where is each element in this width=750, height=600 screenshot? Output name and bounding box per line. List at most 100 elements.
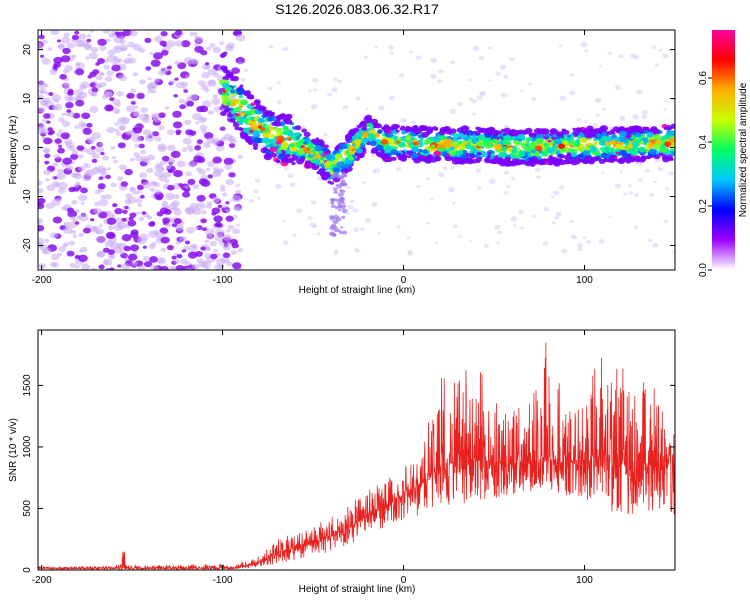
heatmap-blob bbox=[380, 139, 389, 145]
heatmap-blob bbox=[99, 72, 104, 76]
heatmap-blob bbox=[78, 165, 86, 172]
heatmap-blob bbox=[155, 194, 163, 201]
heatmap-blob bbox=[572, 127, 577, 131]
heatmap-blob bbox=[235, 189, 242, 195]
heatmap-blob bbox=[40, 54, 45, 58]
heatmap-blob bbox=[572, 129, 580, 136]
heatmap-blob bbox=[119, 39, 126, 45]
heatmap-blob bbox=[106, 70, 114, 76]
heatmap-blob bbox=[591, 148, 598, 153]
heatmap-blob bbox=[474, 154, 480, 158]
heatmap-blob bbox=[666, 130, 674, 136]
heatmap-blob bbox=[658, 48, 663, 52]
heatmap-blob bbox=[232, 31, 238, 36]
heatmap-blob bbox=[363, 55, 369, 60]
heatmap-blob bbox=[361, 131, 370, 138]
heatmap-blob bbox=[228, 143, 236, 148]
heatmap-blob bbox=[389, 51, 394, 55]
heatmap-blob bbox=[290, 146, 298, 152]
colorbar-tick-label: 0.6 bbox=[698, 71, 709, 85]
heatmap-blob bbox=[66, 250, 75, 257]
heatmap-blob bbox=[512, 145, 518, 150]
heatmap-blob bbox=[305, 165, 311, 169]
heatmap-blob bbox=[576, 135, 582, 139]
heatmap-blob bbox=[558, 185, 565, 190]
heatmap-blob bbox=[468, 240, 472, 243]
heatmap-blob bbox=[484, 133, 491, 138]
heatmap-blob bbox=[319, 163, 325, 168]
heatmap-blob bbox=[413, 130, 418, 134]
heatmap-blob bbox=[75, 265, 80, 269]
heatmap-blob bbox=[371, 202, 378, 207]
heatmap-blob bbox=[473, 131, 478, 135]
heatmap-blob bbox=[353, 138, 362, 145]
heatmap-blob bbox=[397, 141, 406, 148]
heatmap-blob bbox=[160, 49, 169, 56]
heatmap-blob bbox=[437, 147, 443, 152]
snr-y-label: SNR (10 * v/v) bbox=[8, 418, 19, 482]
heatmap-blob bbox=[608, 215, 612, 219]
heatmap-blob bbox=[651, 45, 657, 49]
heatmap-blob bbox=[58, 246, 66, 252]
heatmap-blob bbox=[645, 169, 650, 173]
heatmap-blob bbox=[329, 215, 334, 219]
heatmap-blob bbox=[214, 222, 221, 228]
heatmap-blob bbox=[354, 157, 360, 162]
heatmap-blob bbox=[103, 64, 111, 70]
heatmap-blob bbox=[295, 136, 300, 140]
heatmap-blob bbox=[388, 45, 395, 50]
heatmap-blob bbox=[531, 149, 536, 154]
heatmap-blob bbox=[207, 80, 217, 88]
heatmap-blob bbox=[115, 243, 123, 248]
heatmap-blob bbox=[600, 126, 607, 132]
colorbar-tick-label: 0.4 bbox=[698, 135, 709, 149]
heatmap-blob bbox=[594, 98, 602, 104]
heatmap-blob bbox=[330, 225, 334, 228]
heatmap-blob bbox=[452, 141, 459, 146]
heatmap-blob bbox=[179, 236, 187, 242]
heatmap-blob bbox=[480, 145, 485, 149]
heatmap-blob bbox=[294, 125, 302, 131]
heatmap-blob bbox=[82, 127, 92, 135]
heatmap-blob bbox=[171, 222, 178, 228]
heatmap-blob bbox=[188, 147, 194, 152]
heatmap-blob bbox=[224, 164, 232, 170]
heatmap-blob bbox=[175, 131, 181, 136]
heatmap-blob bbox=[646, 132, 654, 138]
colorbar-label: Normalized spectral amplitude bbox=[738, 82, 749, 217]
heatmap-blob bbox=[139, 79, 146, 85]
heatmap-blob bbox=[194, 145, 202, 151]
heatmap-blob bbox=[185, 171, 192, 177]
heatmap-blob bbox=[351, 143, 356, 147]
heatmap-blob bbox=[97, 38, 107, 46]
heatmap-blob bbox=[181, 191, 191, 198]
heatmap-blob bbox=[138, 143, 145, 149]
heatmap-blob bbox=[525, 136, 532, 142]
heatmap-blob bbox=[201, 227, 207, 232]
heatmap-blob bbox=[415, 55, 422, 60]
heatmap-blob bbox=[312, 78, 319, 83]
heatmap-blob bbox=[457, 102, 463, 107]
heatmap-blob bbox=[437, 172, 445, 178]
heatmap-blob bbox=[270, 152, 278, 158]
heatmap-blob bbox=[144, 134, 155, 142]
heatmap-blob bbox=[593, 156, 600, 162]
heatmap-blob bbox=[614, 85, 621, 90]
heatmap-blob bbox=[66, 109, 72, 113]
heatmap-blob bbox=[300, 157, 306, 162]
heatmap-blob bbox=[187, 160, 197, 168]
heatmap-blob bbox=[342, 105, 349, 110]
heatmap-blob bbox=[658, 130, 663, 134]
heatmap-blob bbox=[71, 34, 79, 40]
heatmap-blob bbox=[170, 150, 181, 159]
heatmap-blob bbox=[337, 79, 342, 84]
heatmap-blob bbox=[38, 188, 44, 193]
heatmap-blob bbox=[38, 87, 47, 95]
heatmap-blob bbox=[619, 145, 625, 150]
heatmap-blob bbox=[510, 216, 517, 222]
heatmap-blob bbox=[209, 240, 218, 247]
heatmap-blob bbox=[576, 247, 583, 252]
heatmap-blob bbox=[447, 187, 455, 193]
heatmap-blob bbox=[137, 265, 146, 270]
